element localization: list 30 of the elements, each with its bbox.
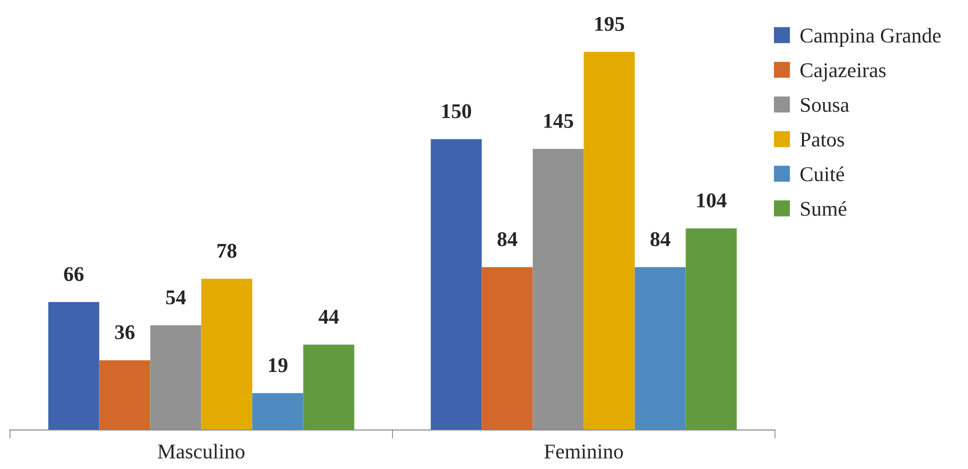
x-tick-label: Feminino	[544, 444, 623, 459]
legend-label: Campina Grande	[800, 28, 941, 47]
legend-label: Patos	[800, 132, 844, 147]
data-label: 145	[544, 114, 574, 128]
legend-label: Cajazeiras	[800, 63, 886, 82]
data-label: 78	[218, 244, 236, 258]
bar	[482, 267, 533, 430]
bar	[430, 139, 482, 430]
data-label: 19	[269, 358, 288, 372]
data-label: 36	[115, 325, 135, 340]
data-label: 54	[166, 290, 186, 304]
legend-label: Sousa	[801, 98, 850, 112]
data-label: 66	[64, 267, 84, 282]
bar	[634, 267, 686, 430]
bar	[584, 52, 635, 430]
bar	[99, 360, 150, 430]
data-label: 150	[442, 104, 472, 118]
legend-label: Sumé	[801, 201, 846, 216]
x-tick-label: Masculino	[158, 444, 244, 459]
data-label: 84	[498, 232, 518, 246]
bar	[686, 228, 737, 430]
data-label: 84	[650, 232, 670, 246]
data-label: 44	[318, 310, 339, 324]
bar	[48, 302, 100, 430]
data-label: 195	[595, 16, 624, 31]
bar	[201, 278, 252, 430]
data-label: 104	[697, 193, 726, 208]
legend-label: Cuité	[800, 166, 844, 182]
bar	[252, 393, 304, 430]
bar	[303, 344, 354, 430]
